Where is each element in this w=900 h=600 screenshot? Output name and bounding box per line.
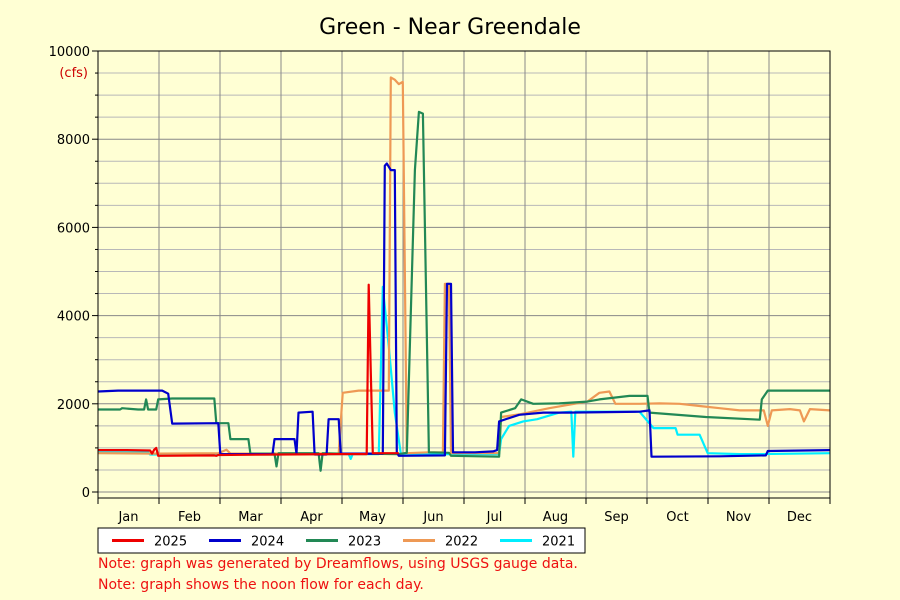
month-label: Nov	[726, 510, 752, 525]
month-label: Mar	[238, 510, 263, 525]
legend-label-2023: 2023	[348, 535, 381, 550]
series-lines	[97, 76, 831, 472]
y-tick-label: 10000	[49, 45, 90, 60]
legend-label-2025: 2025	[154, 535, 187, 550]
month-label: Jun	[422, 510, 443, 525]
month-label: Feb	[178, 510, 201, 525]
month-label: Jul	[486, 510, 503, 525]
month-label: Apr	[300, 510, 323, 525]
y-tick-label: 6000	[57, 221, 90, 236]
legend-label-2022: 2022	[445, 535, 478, 550]
legend-label-2024: 2024	[251, 535, 284, 550]
note-noon-flow: Note: graph shows the noon flow for each…	[98, 577, 424, 593]
axes: 0 2000 4000 6000 8000 10000 Jan Feb Mar Apr May Jun…	[49, 45, 831, 525]
month-label: Jan	[117, 510, 138, 525]
y-tick-label: 8000	[57, 133, 90, 148]
month-label: Aug	[543, 510, 568, 525]
chart-title: Green - Near Greendale	[319, 15, 581, 40]
y-tick-label: 0	[82, 486, 90, 501]
unit-label: (cfs)	[59, 66, 88, 81]
month-label: Oct	[666, 510, 688, 525]
series-line-2025	[98, 283, 399, 457]
y-tick-label: 4000	[57, 310, 90, 325]
legend: 2025 2024 2023 2022 2021	[97, 527, 586, 554]
month-label: Sep	[604, 510, 629, 525]
grid	[98, 50, 830, 498]
month-label: May	[359, 510, 386, 525]
y-tick-label: 2000	[57, 398, 90, 413]
note-source: Note: graph was generated by Dreamflows,…	[98, 556, 578, 572]
month-label: Dec	[787, 510, 812, 525]
legend-label-2021: 2021	[542, 535, 575, 550]
